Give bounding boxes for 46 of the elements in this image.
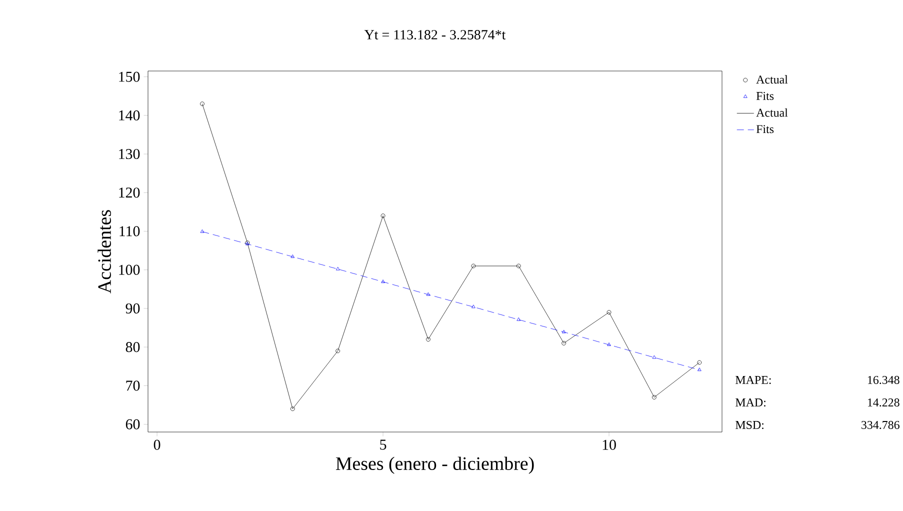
point [426,292,430,296]
point [562,341,566,346]
y-tick-label: 80 [126,342,140,352]
point [290,254,295,258]
point [200,229,204,233]
point [380,214,386,218]
text: Fits [756,92,774,100]
text: Actual [756,75,788,84]
y-tick-label: 150 [119,72,140,82]
y-tick-label: 100 [119,264,140,275]
point [562,330,566,334]
point [697,368,702,372]
point [426,337,430,342]
y-tick-label: 140 [119,110,140,120]
point [471,264,476,268]
text: 14.228 [868,398,900,407]
y-tick-label: 120 [119,188,140,198]
legend-label: Actual [756,108,788,117]
legend-label: Fits [756,125,774,134]
point [652,395,656,400]
text: MAD: [736,398,766,407]
point [516,264,521,268]
y-tick-label: 90 [126,303,140,314]
y-tick-label: 110 [120,226,140,236]
x-tick-label: 0 [154,440,160,450]
point [652,355,656,359]
point [607,342,611,346]
point [290,406,295,412]
point [336,266,340,270]
text: MAPE: [736,376,771,384]
point [471,304,476,308]
y-axis-title: Accidentes [98,210,111,294]
point [336,348,340,354]
x-axis-title: Meses (enero - diciembre) [336,456,534,474]
point [381,280,385,284]
y-tick-label: 70 [126,380,140,391]
text: 334.786 [862,420,900,430]
text: 16.348 [868,376,900,384]
chart-title: Yt = 113.182 - 3.25874*t [364,30,506,40]
point [606,310,612,314]
point [516,317,521,321]
x-tick-label: 10 [602,440,616,450]
y-tick-label: 60 [126,419,140,430]
y-tick-label: 130 [119,148,140,160]
x-tick-label: 5 [380,440,386,450]
text: MSD: [736,420,764,430]
